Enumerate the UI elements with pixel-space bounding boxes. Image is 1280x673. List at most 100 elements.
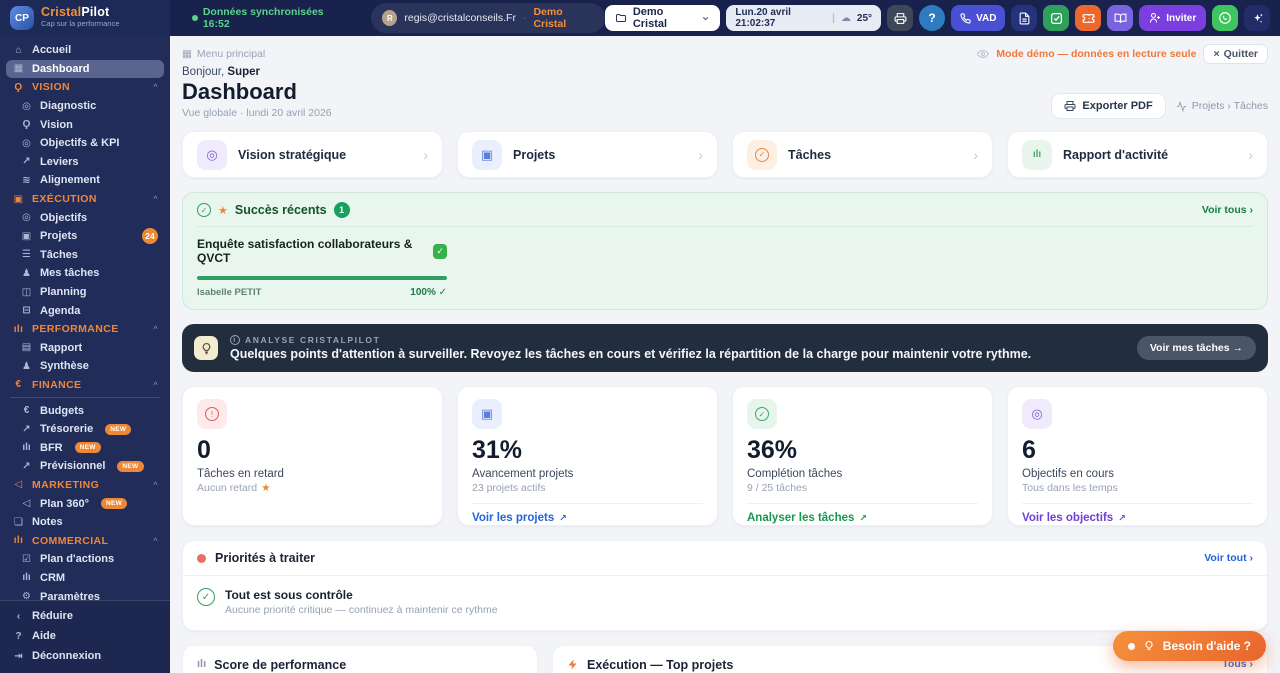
kpi-link-voir-les-objectifs[interactable]: Voir les objectifs ↗ (1022, 503, 1253, 524)
sidebar-item-vision[interactable]: Ϙ VISION ^ (6, 78, 164, 97)
chevron-up-icon: ^ (153, 479, 158, 490)
sidebar-item-budgets[interactable]: € Budgets (6, 401, 164, 420)
vad-call-button[interactable]: VAD (951, 5, 1006, 31)
sidebar-item-label: Plan 360° (40, 497, 90, 510)
workspace-select[interactable]: Demo Cristal (604, 5, 721, 31)
sidebar-item-execution[interactable]: ▣ EXÉCUTION ^ (6, 190, 164, 209)
sidebar-item-alignement[interactable]: ≋ Alignement (6, 171, 164, 190)
invite-button[interactable]: Inviter (1139, 5, 1207, 31)
tasks-check-button[interactable] (1043, 5, 1070, 31)
user-pill[interactable]: R regis@cristalconseils.Fr · Demo Crista… (371, 3, 605, 33)
sidebar-item-bfr[interactable]: ılı BFR NEW (6, 438, 164, 457)
sidebar-item-accueil[interactable]: ⌂ Accueil (6, 41, 164, 60)
new-badge: NEW (117, 460, 144, 472)
sidebar: ⌂ Accueil ▦ Dashboard Ϙ VISION ^ ◎ Diagnostic Ϙ Vi… (0, 36, 170, 673)
sidebar-item-leviers[interactable]: ↗ Leviers (6, 153, 164, 172)
kpi-link-analyser-les-taches[interactable]: Analyser les tâches ↗ (747, 503, 978, 524)
menu-principal[interactable]: ▦ Menu principal (182, 48, 265, 60)
kpi-link-voir-les-projets[interactable]: Voir les projets ↗ (472, 503, 703, 524)
sidebar-item-tresorerie[interactable]: ↗ Trésorerie NEW (6, 420, 164, 439)
target-icon: ◎ (22, 212, 31, 224)
breadcrumb-taches[interactable]: Tâches (1233, 100, 1268, 112)
sidebar-item-label: Dashboard (32, 62, 90, 75)
sidebar-item-marketing[interactable]: ◁ MARKETING ^ (6, 476, 164, 495)
sidebar-item-synthese[interactable]: ♟ Synthèse (6, 357, 164, 376)
success-item[interactable]: Enquête satisfaction collaborateurs & QV… (197, 227, 447, 298)
sidebar-item-plan-360[interactable]: ◁ Plan 360° NEW (6, 494, 164, 513)
printer-icon (894, 12, 907, 25)
sidebar-item-plan-d-actions[interactable]: ☑ Plan d'actions (6, 550, 164, 569)
chevron-up-icon: ^ (153, 194, 158, 205)
sidebar-nav: ⌂ Accueil ▦ Dashboard Ϙ VISION ^ ◎ Diagnostic Ϙ Vi… (0, 36, 170, 600)
sidebar-item-objectifs-kpi[interactable]: ◎ Objectifs & KPI (6, 134, 164, 153)
sidebar-item-crm[interactable]: ılı CRM (6, 569, 164, 588)
success-item-title: Enquête satisfaction collaborateurs & QV… (197, 237, 413, 265)
document-button[interactable] (1011, 5, 1038, 31)
help-fab-button[interactable]: Besoin d'aide ? (1112, 631, 1266, 661)
sidebar-item-projets[interactable]: ▣ Projets 24 (6, 227, 164, 246)
folder-icon (615, 12, 627, 24)
brand-logo[interactable]: CP CristalPilot Cap sur la performance (0, 0, 170, 36)
sidebar-item-label: Rapport (40, 341, 83, 354)
sidebar-footer-reduire[interactable]: ‹ Réduire (6, 606, 164, 626)
chevron-right-icon: › (973, 146, 978, 163)
cloud-icon: ☁ (840, 12, 851, 24)
nav-card-vision-strategique[interactable]: ◎ Vision stratégique › (182, 131, 443, 178)
ticket-button[interactable] (1075, 5, 1102, 31)
sidebar-item-label: Projets (40, 230, 78, 243)
main-content: ▦ Menu principal Mode démo — données en … (170, 36, 1280, 673)
sidebar-item-notes[interactable]: ❏ Notes (6, 513, 164, 532)
sparkles-button[interactable] (1244, 5, 1271, 31)
close-icon: × (1213, 48, 1220, 60)
sidebar-item-diagnostic[interactable]: ◎ Diagnostic (6, 97, 164, 116)
nav-card-label: Vision stratégique (238, 147, 347, 162)
sidebar-item-dashboard[interactable]: ▦ Dashboard (6, 59, 164, 79)
nav-card-taches[interactable]: ✓ Tâches › (732, 131, 993, 178)
sidebar-item-label: Alignement (40, 174, 100, 187)
chevron-up-icon: ^ (153, 535, 158, 546)
sidebar-footer-deconnexion[interactable]: ⇥ Déconnexion (6, 646, 164, 666)
priorities-status-title: Tout est sous contrôle (225, 588, 353, 602)
kanban-icon: ◫ (21, 286, 32, 298)
sidebar-item-label: EXÉCUTION (32, 193, 97, 206)
view-my-tasks-button[interactable]: Voir mes tâches → (1136, 336, 1256, 360)
lightning-icon (567, 658, 579, 671)
guide-book-button[interactable] (1107, 5, 1134, 31)
sidebar-item-label: Notes (32, 516, 63, 529)
sidebar-item-rapport[interactable]: ▤ Rapport (6, 339, 164, 358)
kpi-value: 36% (747, 436, 798, 464)
chevron-right-icon: › (423, 146, 428, 163)
sidebar-item-parametres[interactable]: ⚙ Paramètres (6, 587, 164, 600)
sidebar-item-finance[interactable]: € FINANCE ^ (6, 376, 164, 395)
new-badge: NEW (101, 498, 128, 510)
sidebar-item-previsionnel[interactable]: ↗ Prévisionnel NEW (6, 457, 164, 476)
whatsapp-button[interactable] (1212, 5, 1239, 31)
bar-chart-icon: ılı (197, 658, 207, 670)
priorities-view-all-link[interactable]: Voir tout › (1204, 552, 1253, 564)
sidebar-item-mes-taches[interactable]: ♟ Mes tâches (6, 264, 164, 283)
check-circle-icon: ✓ (197, 588, 215, 606)
help-button[interactable]: ? (919, 5, 946, 31)
sidebar-item-performance[interactable]: ılı PERFORMANCE ^ (6, 320, 164, 339)
sidebar-footer-aide[interactable]: ? Aide (6, 626, 164, 646)
nav-card-projets[interactable]: ▣ Projets › (457, 131, 718, 178)
export-pdf-button[interactable]: Exporter PDF (1051, 93, 1166, 119)
sidebar-item-planning[interactable]: ◫ Planning (6, 283, 164, 302)
priority-dot-icon (197, 553, 206, 563)
sidebar-item-commercial[interactable]: ılı COMMERCIAL ^ (6, 531, 164, 550)
quit-demo-button[interactable]: × Quitter (1203, 44, 1268, 64)
success-title: Succès récents (234, 203, 327, 217)
sparkles-icon (1251, 12, 1264, 25)
breadcrumb-projets[interactable]: Projets (1191, 100, 1225, 112)
top-projects-all-link[interactable]: Tous › (1222, 658, 1253, 670)
nav-card-rapport-d-activite[interactable]: ılı Rapport d'activité › (1007, 131, 1268, 178)
printer-button[interactable] (887, 5, 914, 31)
chevron-up-icon: ^ (153, 82, 158, 93)
sidebar-item-taches[interactable]: ☰ Tâches (6, 246, 164, 265)
greeting-name: Super (227, 66, 260, 78)
kpi-value: 31% (472, 436, 523, 464)
sidebar-item-vision[interactable]: Ϙ Vision (6, 115, 164, 134)
sidebar-item-objectifs[interactable]: ◎ Objectifs (6, 208, 164, 227)
success-view-all-link[interactable]: Voir tous › (1201, 204, 1253, 216)
sidebar-item-agenda[interactable]: ⊟ Agenda (6, 301, 164, 320)
